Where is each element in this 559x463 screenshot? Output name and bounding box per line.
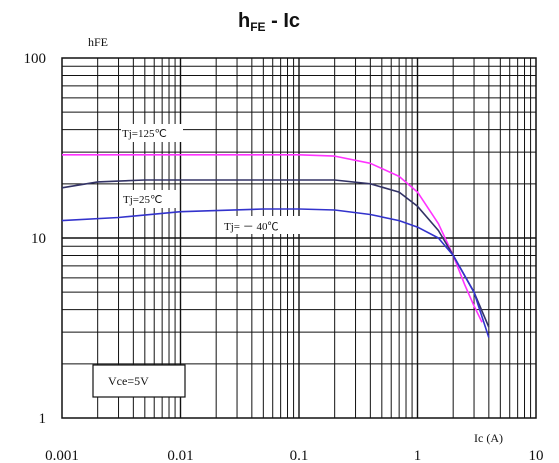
y-tick-label: 100 <box>24 51 47 67</box>
tj-125-label-box: Tj=125℃ <box>121 124 183 142</box>
x-tick-label: 10 <box>529 448 544 463</box>
y-tick-label: 1 <box>39 411 47 427</box>
x-tick-label: 0.001 <box>45 448 79 463</box>
series-line-2 <box>61 208 490 338</box>
series-label-tj25: Tj=25℃ <box>123 194 162 206</box>
series-label-tj125: Tj=125℃ <box>122 128 167 140</box>
series-label-tjm40: Tj= － 40℃ <box>224 221 278 233</box>
tj-25-label-box: Tj=25℃ <box>121 190 179 208</box>
x-axis-label: Ic (A) <box>474 431 503 445</box>
x-tick-label: 1 <box>414 448 422 463</box>
series-line-1 <box>61 179 490 328</box>
series-layer <box>61 154 490 338</box>
x-tick-label: 0.01 <box>167 448 193 463</box>
tick-labels: 0.001 0.01 0.1 1 10 1 10 100 <box>24 51 544 463</box>
chart-title-subscript: FE <box>250 20 265 34</box>
y-axis-label: hFE <box>88 35 108 49</box>
chart-title: hFE - Ic <box>238 10 300 34</box>
y-tick-label: 10 <box>31 231 46 247</box>
grid <box>61 57 537 419</box>
tj-m40-label-box: Tj= － 40℃ <box>221 216 311 234</box>
vce-note: Vce=5V <box>108 374 149 388</box>
chart-title-main: h <box>238 10 250 32</box>
vce-note-box: Vce=5V <box>92 364 186 398</box>
x-tick-label: 0.1 <box>290 448 309 463</box>
series-line-0 <box>62 154 483 323</box>
chart-title-tail: - Ic <box>266 10 300 32</box>
